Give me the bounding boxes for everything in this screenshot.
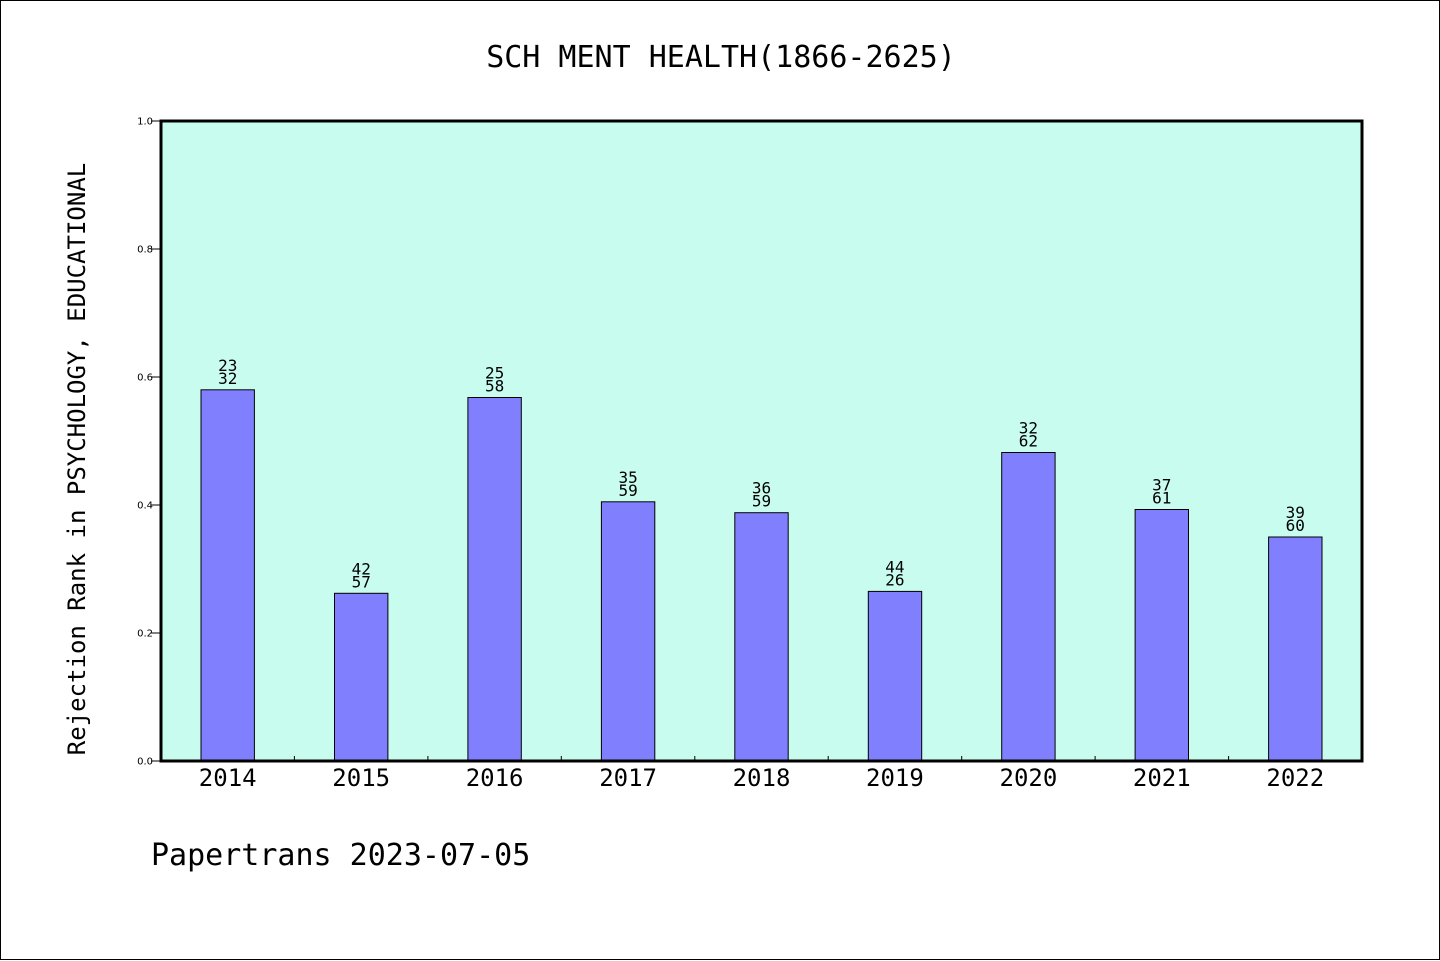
- y-axis-label: Rejection Rank in PSYCHOLOGY, EDUCATIONA…: [63, 163, 91, 755]
- x-tick-label-2021: 2021: [1133, 764, 1191, 792]
- bar-2021: [1134, 509, 1189, 762]
- y-axis-ticks: 0.0 0.2 0.4 0.6 0.8 1.0: [137, 117, 161, 768]
- bar-label-2015-line1: 42: [352, 559, 371, 578]
- bar-2017: [600, 501, 656, 762]
- chart-title: SCH MENT HEALTH(1866-2625): [486, 40, 956, 75]
- bar-label-2020-line2: 62: [1019, 432, 1038, 451]
- bar-label-2015-line2: 57: [352, 572, 371, 591]
- x-axis-ticks: 2014 2015 2016 2017 2018 2019 2020 2021 2022: [199, 756, 1324, 792]
- bar-2014: [200, 389, 255, 762]
- x-tick-label-2016: 2016: [466, 764, 524, 792]
- bar-2022: [1268, 536, 1323, 762]
- bar-2020: [1001, 452, 1056, 762]
- x-tick-label-2019: 2019: [866, 764, 924, 792]
- bar-label-2021-line1: 37: [1152, 476, 1171, 495]
- y-tick-label: 1.0: [137, 117, 153, 128]
- y-tick-label: 0.2: [137, 629, 153, 640]
- y-tick-label: 0.6: [137, 373, 153, 384]
- bar-label-2019-line2: 26: [885, 570, 904, 589]
- bar-label-2020-line1: 32: [1019, 419, 1038, 438]
- bar-label-2016-line1: 25: [485, 364, 504, 383]
- y-tick-label: 0.4: [137, 501, 153, 512]
- bar-2016: [467, 397, 522, 762]
- y-tick-label: 0.8: [137, 245, 153, 256]
- bar-2015: [334, 592, 389, 762]
- bar-label-2016-line2: 58: [485, 377, 504, 396]
- bar-label-2019-line1: 44: [885, 557, 904, 576]
- x-tick-label-2017: 2017: [599, 764, 657, 792]
- y-tick-label: 0.0: [137, 757, 153, 768]
- footer-credit: Papertrans 2023-07-05: [151, 838, 530, 873]
- bar-2018: [734, 512, 789, 762]
- x-tick-label-2015: 2015: [332, 764, 390, 792]
- bar-label-2017-line2: 59: [618, 481, 637, 500]
- bar-2019: [867, 590, 923, 762]
- x-tick-label-2018: 2018: [733, 764, 791, 792]
- bar-label-2018-line2: 59: [752, 492, 771, 511]
- bar-label-2014-line2: 32: [218, 369, 237, 388]
- plot-border: [159, 119, 1364, 763]
- x-tick-label-2014: 2014: [199, 764, 257, 792]
- bar-label-2022-line1: 39: [1286, 503, 1305, 522]
- bar-label-2017-line1: 35: [618, 468, 637, 487]
- x-tick-label-2020: 2020: [1000, 764, 1058, 792]
- bar-label-2018-line1: 36: [752, 479, 771, 498]
- bar-label-2022-line2: 60: [1286, 516, 1305, 535]
- bars-layer: [200, 389, 1323, 762]
- bar-label-2021-line2: 61: [1152, 489, 1171, 508]
- x-tick-label-2022: 2022: [1266, 764, 1324, 792]
- bar-label-2014-line1: 23: [218, 356, 237, 375]
